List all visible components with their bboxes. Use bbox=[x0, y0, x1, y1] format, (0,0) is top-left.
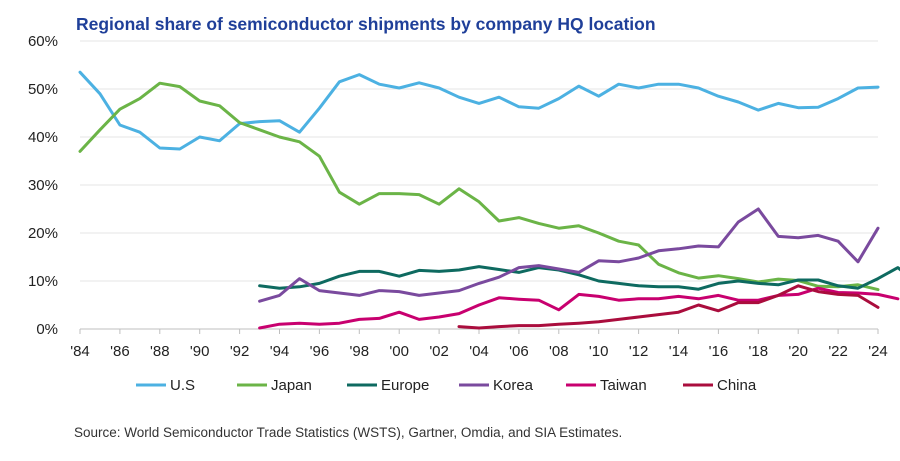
series-line-u-s bbox=[78, 70, 880, 151]
x-tick-label: '08 bbox=[549, 343, 569, 360]
x-tick-label: '22 bbox=[828, 343, 848, 360]
x-tick-label: '24 bbox=[868, 343, 888, 360]
x-tick-label: '10 bbox=[589, 343, 609, 360]
x-tick-label: '04 bbox=[469, 343, 489, 360]
x-tick-label: '98 bbox=[350, 343, 370, 360]
legend-label-korea: Korea bbox=[493, 377, 534, 394]
x-tick-label: '20 bbox=[788, 343, 808, 360]
y-tick-label: 40% bbox=[28, 129, 58, 146]
series-line-japan bbox=[78, 81, 880, 292]
x-tick-label: '92 bbox=[230, 343, 250, 360]
x-tick-label: '12 bbox=[629, 343, 649, 360]
x-tick-label: '14 bbox=[669, 343, 689, 360]
legend-label-europe: Europe bbox=[381, 377, 429, 394]
x-tick-label: '90 bbox=[190, 343, 210, 360]
legend-label-china: China bbox=[717, 377, 757, 394]
x-tick-label: '86 bbox=[110, 343, 130, 360]
x-tick-label: '84 bbox=[70, 343, 90, 360]
gridlines bbox=[80, 40, 878, 282]
x-tick-label: '06 bbox=[509, 343, 529, 360]
x-tick-label: '18 bbox=[749, 343, 769, 360]
x-tick-label: '00 bbox=[389, 343, 409, 360]
x-tick-label: '16 bbox=[709, 343, 729, 360]
plot-area bbox=[78, 70, 900, 330]
y-tick-label: 30% bbox=[28, 177, 58, 194]
y-axis: 0% 10% 20% 30% 40% 50% 60% bbox=[28, 33, 58, 338]
y-tick-label: 0% bbox=[36, 321, 58, 338]
legend-label-u-s: U.S bbox=[170, 377, 195, 394]
x-tick-label: '02 bbox=[429, 343, 449, 360]
x-tick-label: '96 bbox=[310, 343, 330, 360]
series-line-china bbox=[457, 284, 880, 330]
series-line-europe bbox=[258, 265, 900, 291]
y-tick-label: 50% bbox=[28, 81, 58, 98]
series-line-korea bbox=[258, 207, 880, 303]
y-tick-label: 20% bbox=[28, 225, 58, 242]
chart-title: Regional share of semiconductor shipment… bbox=[76, 14, 656, 34]
source-note: Source: World Semiconductor Trade Statis… bbox=[74, 425, 622, 440]
series-line-taiwan bbox=[258, 286, 900, 330]
legend-label-japan: Japan bbox=[271, 377, 312, 394]
x-axis: '84 '86 '88 '90 '92 '94 '96 '98 '00 '02 '04 '06 '08 '… bbox=[70, 328, 888, 360]
x-tick-label: '88 bbox=[150, 343, 170, 360]
y-tick-label: 10% bbox=[28, 273, 58, 290]
legend: U.S Japan Europe Korea Taiwan China bbox=[136, 377, 757, 394]
x-tick-label: '94 bbox=[270, 343, 290, 360]
y-tick-label: 60% bbox=[28, 33, 58, 50]
legend-label-taiwan: Taiwan bbox=[600, 377, 647, 394]
